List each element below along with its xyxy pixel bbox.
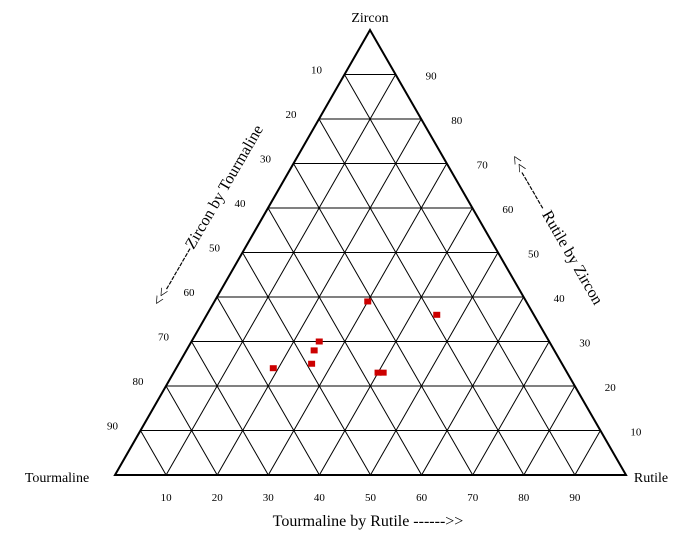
gridline-rutile-70 — [472, 341, 550, 476]
data-point — [379, 369, 387, 376]
tick-right-90: 90 — [426, 71, 438, 83]
tick-bottom-60: 60 — [416, 492, 428, 504]
data-point — [269, 365, 277, 372]
vertex-label-rutile: Rutile — [634, 471, 668, 486]
grid — [140, 74, 601, 476]
tick-right-70: 70 — [477, 160, 489, 172]
data-point — [308, 360, 316, 367]
tick-right-20: 20 — [605, 382, 617, 394]
tick-right-60: 60 — [502, 204, 514, 216]
tick-bottom-10: 10 — [161, 492, 173, 504]
triangle-frame — [113, 27, 628, 476]
axis-label-left: <<---------Zircon by Tourmaline — [149, 122, 267, 309]
tick-right-80: 80 — [451, 115, 463, 127]
tick-bottom-50: 50 — [365, 492, 377, 504]
tick-left-60: 60 — [184, 287, 196, 299]
tick-right-40: 40 — [554, 293, 566, 305]
tick-bottom-20: 20 — [212, 492, 224, 504]
gridline-tourmaline-60 — [216, 296, 320, 476]
tick-left-90: 90 — [107, 421, 119, 433]
gridline-rutile-90 — [574, 430, 601, 476]
gridline-tourmaline-30 — [293, 163, 474, 476]
tick-bottom-30: 30 — [263, 492, 275, 504]
data-point — [364, 298, 372, 305]
tick-left-70: 70 — [158, 332, 170, 344]
tick-bottom-90: 90 — [569, 492, 581, 504]
tick-left-50: 50 — [209, 243, 221, 255]
gridline-rutile-50 — [370, 252, 499, 476]
tick-right-10: 10 — [630, 427, 642, 439]
data-point — [310, 347, 318, 354]
tick-left-20: 20 — [286, 109, 298, 121]
gridline-tourmaline-50 — [242, 252, 371, 476]
tick-right-30: 30 — [579, 338, 591, 350]
vertex-label-tourmaline: Tourmaline — [25, 471, 89, 486]
data-point — [374, 369, 382, 376]
tick-bottom-40: 40 — [314, 492, 326, 504]
data-point — [315, 338, 323, 345]
data-point — [433, 311, 441, 318]
tick-bottom-70: 70 — [467, 492, 479, 504]
gridline-rutile-10 — [165, 74, 397, 476]
tick-left-10: 10 — [311, 65, 323, 77]
axis-label-right: <<-------- Rutile by Zircon — [506, 152, 606, 308]
gridline-tourmaline-10 — [344, 74, 576, 476]
axis-label-bottom: Tourmaline by Rutile ------>> — [273, 513, 464, 530]
tick-left-30: 30 — [260, 154, 272, 166]
vertex-label-zircon: Zircon — [351, 11, 388, 26]
tick-left-80: 80 — [133, 376, 145, 388]
gridline-rutile-80 — [523, 385, 576, 476]
tick-bottom-80: 80 — [518, 492, 530, 504]
tick-right-50: 50 — [528, 249, 540, 261]
gridline-rutile-30 — [267, 163, 448, 476]
gridline-tourmaline-70 — [191, 341, 269, 476]
gridline-rutile-60 — [421, 296, 525, 476]
gridline-tourmaline-90 — [140, 430, 167, 476]
tick-left-40: 40 — [235, 198, 247, 210]
gridline-tourmaline-80 — [165, 385, 218, 476]
